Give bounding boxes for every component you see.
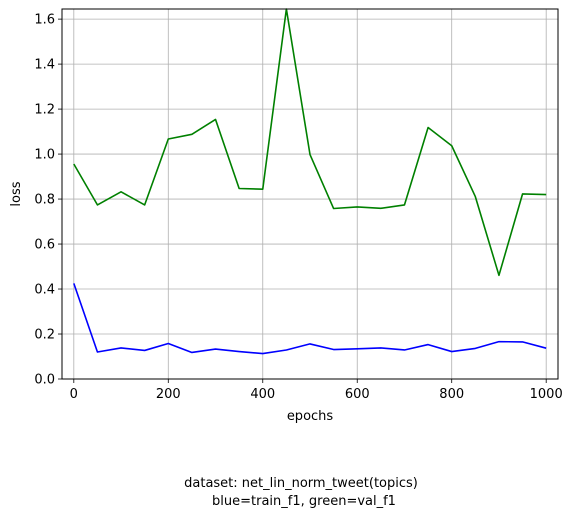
y-tick-label: 0.2 (34, 328, 55, 343)
x-tick-label: 400 (250, 387, 275, 402)
x-tick-label: 0 (70, 387, 78, 402)
y-tick-label: 0.6 (34, 238, 55, 253)
y-tick-label: 0.8 (34, 193, 55, 208)
y-tick-label: 0.4 (34, 283, 55, 298)
x-tick-label: 1000 (530, 387, 563, 402)
caption-line-1: dataset: net_lin_norm_tweet(topics) (184, 476, 418, 491)
y-tick-label: 1.2 (34, 103, 55, 118)
x-tick-label: 600 (345, 387, 370, 402)
y-tick-label: 0.0 (34, 373, 55, 388)
y-axis-label: loss (9, 181, 24, 206)
x-tick-label: 200 (156, 387, 181, 402)
caption-line-2: blue=train_f1, green=val_f1 (212, 494, 396, 509)
y-tick-label: 1.4 (34, 58, 55, 73)
x-tick-label: 800 (439, 387, 464, 402)
y-tick-label: 1.6 (34, 13, 55, 28)
x-axis-label: epochs (287, 409, 334, 424)
y-tick-label: 1.0 (34, 148, 55, 163)
